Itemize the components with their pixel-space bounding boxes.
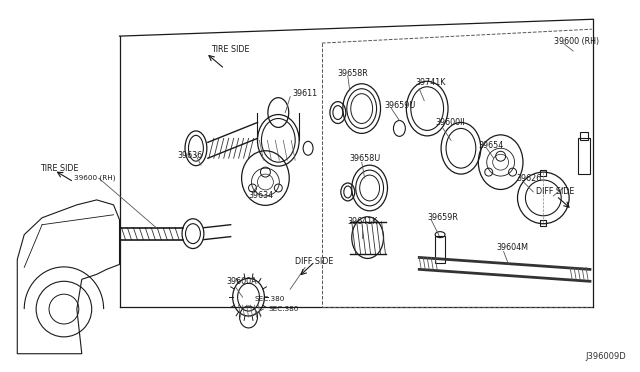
Text: TIRE SIDE: TIRE SIDE [211, 45, 250, 54]
Text: 39659R: 39659R [427, 213, 458, 222]
Bar [435, 235, 445, 263]
Text: 39658U: 39658U [350, 154, 381, 163]
Text: SEC.380: SEC.380 [268, 306, 299, 312]
Text: J396009D: J396009D [585, 352, 626, 361]
Text: DIFF SIDE: DIFF SIDE [536, 187, 575, 196]
Text: 39626: 39626 [516, 174, 542, 183]
Bar [540, 220, 547, 226]
Text: 39641K: 39641K [348, 217, 378, 226]
Text: 39604M: 39604M [497, 243, 529, 252]
Bar [578, 138, 590, 174]
Text: 39600 (RH): 39600 (RH) [74, 175, 115, 181]
Text: SEC.380: SEC.380 [255, 296, 285, 302]
Text: 39600II: 39600II [435, 118, 465, 127]
Text: 39659U: 39659U [385, 101, 416, 110]
Bar [540, 170, 547, 176]
Text: DIFF SIDE: DIFF SIDE [295, 257, 333, 266]
Text: 39600 (RH): 39600 (RH) [554, 36, 600, 46]
Bar [580, 132, 588, 140]
Text: 39634: 39634 [248, 192, 274, 201]
Text: 39654: 39654 [479, 141, 504, 150]
Text: 39741K: 39741K [415, 78, 445, 87]
Polygon shape [17, 200, 120, 354]
Text: 39636: 39636 [177, 151, 202, 160]
Text: 39600A: 39600A [227, 277, 257, 286]
Text: 39611: 39611 [292, 89, 317, 98]
Text: TIRE SIDE: TIRE SIDE [40, 164, 79, 173]
Text: 39658R: 39658R [338, 69, 369, 78]
